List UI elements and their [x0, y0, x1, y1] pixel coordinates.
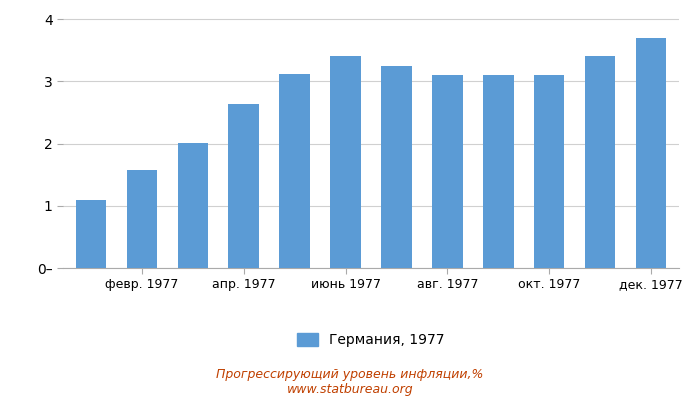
Bar: [330, 56, 360, 268]
Bar: [534, 75, 564, 268]
Bar: [584, 56, 615, 268]
Bar: [228, 104, 259, 268]
Bar: [432, 75, 463, 268]
Bar: [127, 170, 158, 268]
Bar: [76, 200, 106, 268]
Legend: Германия, 1977: Германия, 1977: [292, 328, 450, 353]
Text: www.statbureau.org: www.statbureau.org: [287, 383, 413, 396]
Bar: [178, 143, 208, 268]
Text: Прогрессирующий уровень инфляции,%: Прогрессирующий уровень инфляции,%: [216, 368, 484, 381]
Bar: [279, 74, 310, 268]
Bar: [382, 66, 412, 268]
Bar: [483, 75, 514, 268]
Bar: [636, 38, 666, 268]
